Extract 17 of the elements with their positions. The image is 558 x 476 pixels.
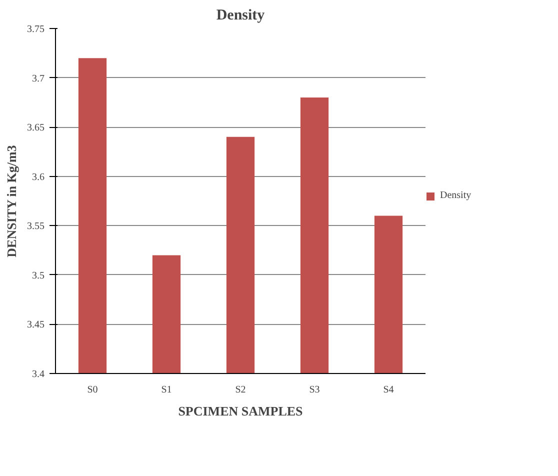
y-tick-label: 3.6 [32, 172, 44, 183]
x-axis-title: SPCIMEN SAMPLES [178, 404, 303, 418]
x-tick-label: S4 [383, 384, 394, 396]
x-tick-label: S1 [161, 384, 172, 396]
x-tick-label: S0 [87, 384, 98, 396]
y-axis-title: DENSITY in Kg/m3 [4, 144, 19, 258]
legend-label: Density [440, 190, 472, 201]
chart-title: Density [216, 8, 266, 24]
y-tick-label: 3.75 [27, 24, 44, 35]
x-tick-label: S2 [235, 384, 246, 396]
y-tick-label: 3.5 [32, 270, 44, 282]
x-tick-label: S3 [309, 384, 320, 396]
y-tick-label: 3.4 [32, 369, 44, 380]
y-tick-label: 3.55 [27, 221, 44, 232]
y-tick-label: 3.7 [32, 73, 44, 84]
y-tick-label: 3.65 [27, 122, 44, 134]
y-tick-label: 3.45 [27, 320, 44, 331]
